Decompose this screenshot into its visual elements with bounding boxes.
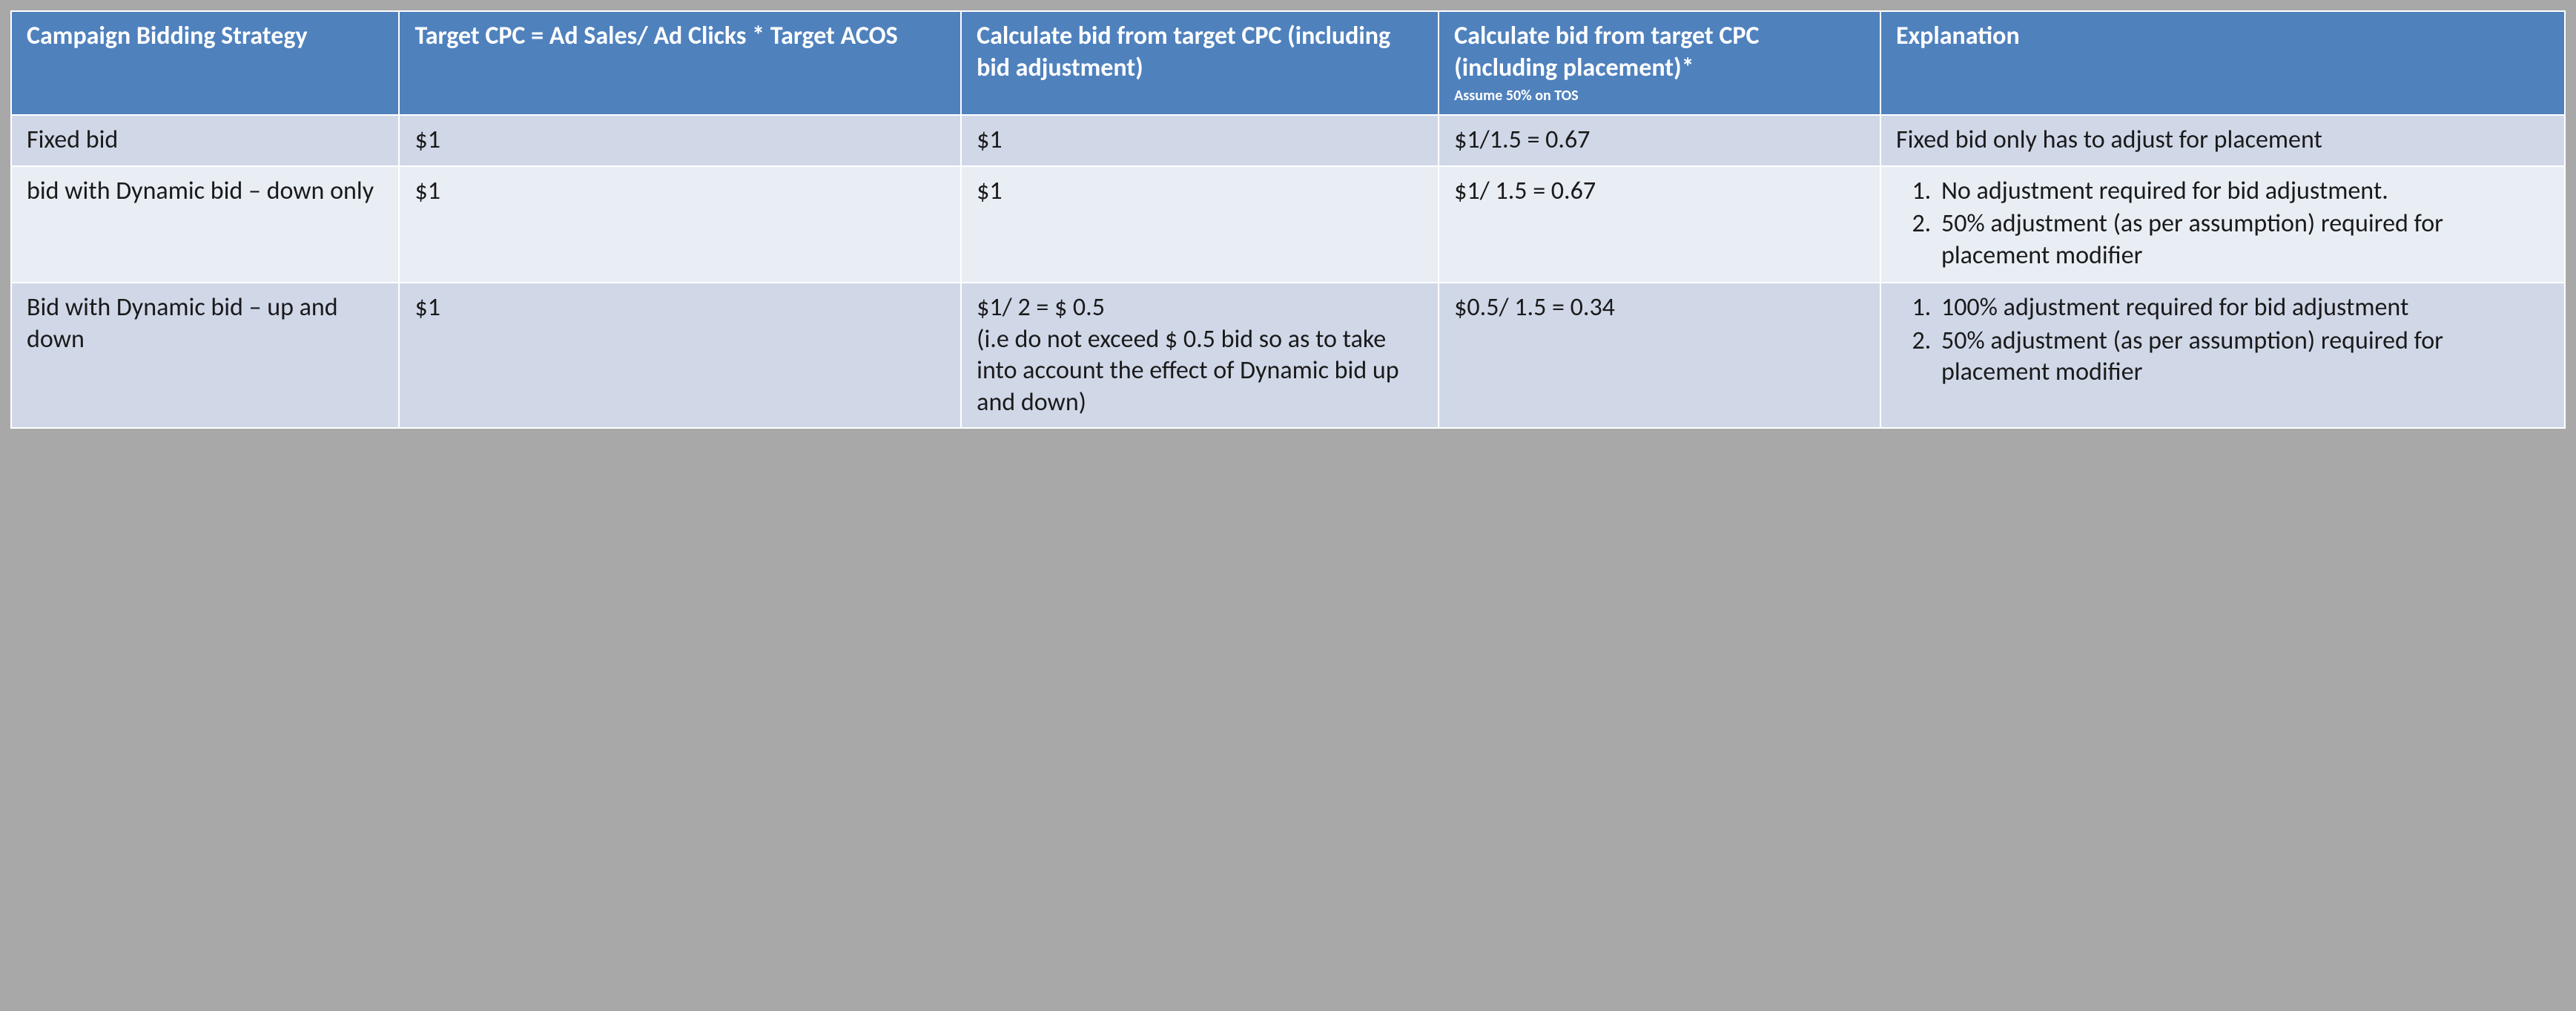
bidding-table-container: Campaign Bidding StrategyTarget CPC = Ad… <box>0 0 2576 439</box>
col-header-5: Explanation <box>1880 11 2565 115</box>
table-cell: No adjustment required for bid adjustmen… <box>1880 166 2565 283</box>
table-cell: $1 <box>399 166 961 283</box>
table-cell: $1/1.5 = 0.67 <box>1439 115 1880 166</box>
table-cell: $0.5/ 1.5 = 0.34 <box>1439 283 1880 428</box>
table-cell: 100% adjustment required for bid adjustm… <box>1880 283 2565 428</box>
table-cell: $1 <box>961 115 1439 166</box>
table-cell: $1 <box>399 283 961 428</box>
explanation-list: No adjustment required for bid adjustmen… <box>1896 176 2549 272</box>
col-header-4: Calculate bid from target CPC (including… <box>1439 11 1880 115</box>
table-header: Campaign Bidding StrategyTarget CPC = Ad… <box>11 11 2565 115</box>
table-cell: bid with Dynamic bid – down only <box>11 166 399 283</box>
list-item: 100% adjustment required for bid adjustm… <box>1937 292 2549 324</box>
table-body: Fixed bid$1$1$1/1.5 = 0.67Fixed bid only… <box>11 115 2565 428</box>
table-cell: Fixed bid <box>11 115 399 166</box>
table-row: bid with Dynamic bid – down only$1$1$1/ … <box>11 166 2565 283</box>
table-cell: Fixed bid only has to adjust for placeme… <box>1880 115 2565 166</box>
table-cell: $1 <box>961 166 1439 283</box>
list-item: 50% adjustment (as per assumption) requi… <box>1937 326 2549 389</box>
col-subheader-4: Assume 50% on TOS <box>1454 87 1865 105</box>
col-header-1: Campaign Bidding Strategy <box>11 11 399 115</box>
col-header-3: Calculate bid from target CPC (including… <box>961 11 1439 115</box>
table-cell: $1/ 2 = $ 0.5(i.e do not exceed $ 0.5 bi… <box>961 283 1439 428</box>
explanation-list: 100% adjustment required for bid adjustm… <box>1896 292 2549 389</box>
list-item: 50% adjustment (as per assumption) requi… <box>1937 208 2549 271</box>
list-item: No adjustment required for bid adjustmen… <box>1937 176 2549 208</box>
table-row: Bid with Dynamic bid – up and down$1$1/ … <box>11 283 2565 428</box>
table-cell: Bid with Dynamic bid – up and down <box>11 283 399 428</box>
table-cell: $1/ 1.5 = 0.67 <box>1439 166 1880 283</box>
col-header-2: Target CPC = Ad Sales/ Ad Clicks * Targe… <box>399 11 961 115</box>
table-cell: $1 <box>399 115 961 166</box>
table-row: Fixed bid$1$1$1/1.5 = 0.67Fixed bid only… <box>11 115 2565 166</box>
bidding-strategy-table: Campaign Bidding StrategyTarget CPC = Ad… <box>10 10 2566 429</box>
